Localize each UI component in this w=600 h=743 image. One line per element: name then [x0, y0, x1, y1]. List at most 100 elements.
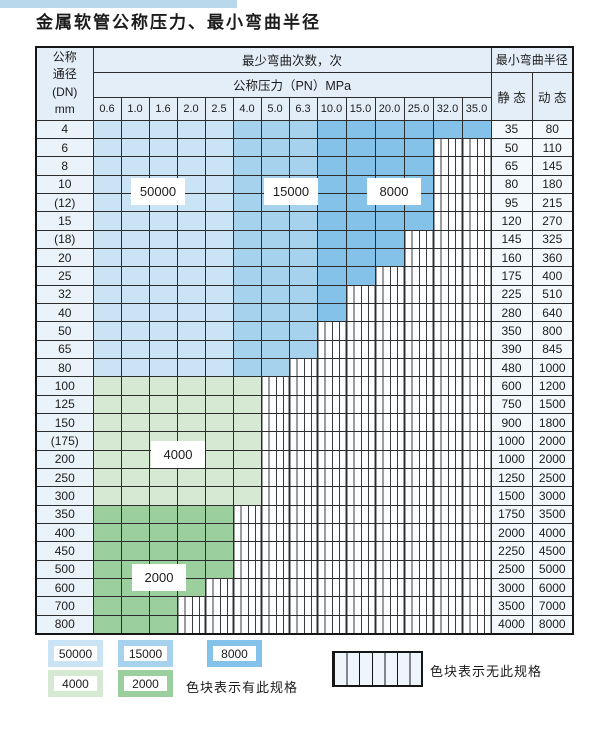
no-spec-hatch-cell — [316, 394, 347, 415]
spec-available-cell — [204, 412, 234, 433]
no-spec-hatch-cell — [403, 596, 434, 616]
spec-available-cell — [288, 321, 318, 341]
no-spec-hatch-cell — [461, 266, 492, 286]
pressure-col-header: 15.0 — [345, 96, 376, 121]
spec-available-cell — [204, 211, 234, 231]
spec-available-cell — [204, 449, 234, 470]
no-spec-hatch-cell — [374, 504, 405, 525]
spec-available-cell — [316, 266, 347, 286]
no-spec-hatch-cell — [432, 486, 463, 506]
static-radius-cell: 175 — [490, 266, 533, 286]
spec-available-cell — [288, 302, 318, 323]
no-spec-hatch-cell — [232, 596, 262, 616]
table-row: 700 3500 7000 — [35, 596, 574, 616]
spec-available-cell — [120, 449, 150, 470]
spec-available-cell — [92, 504, 122, 525]
spec-available-cell — [148, 321, 178, 341]
spec-available-cell — [176, 357, 206, 378]
spec-available-cell — [148, 486, 178, 506]
no-spec-hatch-cell — [260, 412, 290, 433]
no-spec-hatch-cell — [403, 614, 434, 635]
spec-available-cell — [176, 247, 206, 268]
spec-available-cell — [288, 247, 318, 268]
spec-available-cell — [120, 523, 150, 543]
no-spec-hatch-cell — [432, 376, 463, 396]
dynamic-radius-cell: 2000 — [531, 449, 574, 470]
spec-available-cell — [345, 156, 376, 176]
no-spec-hatch-cell — [288, 614, 318, 635]
spec-available-cell — [148, 541, 178, 561]
dn-cell: 100 — [35, 376, 94, 396]
dynamic-header: 动 态 — [531, 71, 574, 121]
spec-available-cell — [92, 192, 122, 213]
spec-available-cell — [176, 156, 206, 176]
no-spec-hatch-cell — [374, 449, 405, 470]
spec-available-cell — [148, 302, 178, 323]
static-radius-cell: 1000 — [490, 449, 533, 470]
no-spec-hatch-cell — [260, 523, 290, 543]
spec-available-cell — [232, 321, 262, 341]
no-spec-hatch-cell — [461, 229, 492, 249]
no-spec-hatch-cell — [432, 559, 463, 580]
spec-available-cell — [92, 431, 122, 451]
dynamic-radius-cell: 180 — [531, 174, 574, 194]
table-row: 8 65 145 — [35, 156, 574, 176]
dn-cell: 32 — [35, 284, 94, 304]
no-spec-hatch-cell — [374, 412, 405, 433]
static-radius-cell: 1750 — [490, 504, 533, 525]
static-radius-cell: 350 — [490, 321, 533, 341]
spec-available-cell — [316, 247, 347, 268]
static-radius-cell: 3000 — [490, 578, 533, 598]
no-spec-hatch-cell — [316, 504, 347, 525]
spec-available-cell — [288, 229, 318, 249]
spec-available-cell — [120, 541, 150, 561]
spec-available-cell — [232, 339, 262, 359]
no-spec-hatch-cell — [260, 431, 290, 451]
dn-cell: 150 — [35, 412, 94, 433]
spec-available-cell — [92, 284, 122, 304]
spec-available-cell — [232, 266, 262, 286]
no-spec-hatch-cell — [288, 412, 318, 433]
static-radius-cell: 95 — [490, 192, 533, 213]
no-spec-hatch-cell — [374, 541, 405, 561]
spec-available-cell — [204, 302, 234, 323]
spec-available-cell — [120, 284, 150, 304]
no-spec-hatch-cell — [432, 614, 463, 635]
no-spec-hatch-cell — [176, 596, 206, 616]
no-spec-hatch-cell — [232, 559, 262, 580]
pressure-col-header: 1.0 — [120, 96, 150, 121]
no-spec-hatch-cell — [461, 559, 492, 580]
spec-available-cell — [176, 486, 206, 506]
spec-available-cell — [176, 394, 206, 415]
no-spec-hatch-cell — [260, 486, 290, 506]
radius-header: 最小弯曲半径 — [490, 46, 574, 73]
spec-available-cell — [204, 394, 234, 415]
spec-available-cell — [120, 247, 150, 268]
spec-available-cell — [260, 119, 290, 139]
no-spec-hatch-cell — [403, 468, 434, 488]
no-spec-hatch-cell — [432, 247, 463, 268]
no-spec-hatch-cell — [374, 284, 405, 304]
no-spec-hatch-cell — [461, 137, 492, 158]
no-spec-hatch-cell — [461, 211, 492, 231]
spec-available-cell — [374, 229, 405, 249]
spec-available-cell — [148, 266, 178, 286]
spec-available-cell — [260, 211, 290, 231]
dn-cell: 6 — [35, 137, 94, 158]
dn-cell: 50 — [35, 321, 94, 341]
spec-available-cell — [288, 119, 318, 139]
spec-available-cell — [204, 284, 234, 304]
no-spec-hatch-cell — [374, 596, 405, 616]
no-spec-hatch-cell — [345, 468, 376, 488]
spec-available-cell — [232, 156, 262, 176]
spec-available-cell — [403, 137, 434, 158]
spec-available-cell — [92, 119, 122, 139]
spec-available-cell — [232, 211, 262, 231]
no-spec-hatch-cell — [403, 376, 434, 396]
spec-available-cell — [232, 247, 262, 268]
spec-available-cell — [316, 229, 347, 249]
no-spec-hatch-cell — [461, 596, 492, 616]
no-spec-hatch-cell — [345, 596, 376, 616]
no-spec-hatch-cell — [403, 559, 434, 580]
spec-available-cell — [432, 119, 463, 139]
